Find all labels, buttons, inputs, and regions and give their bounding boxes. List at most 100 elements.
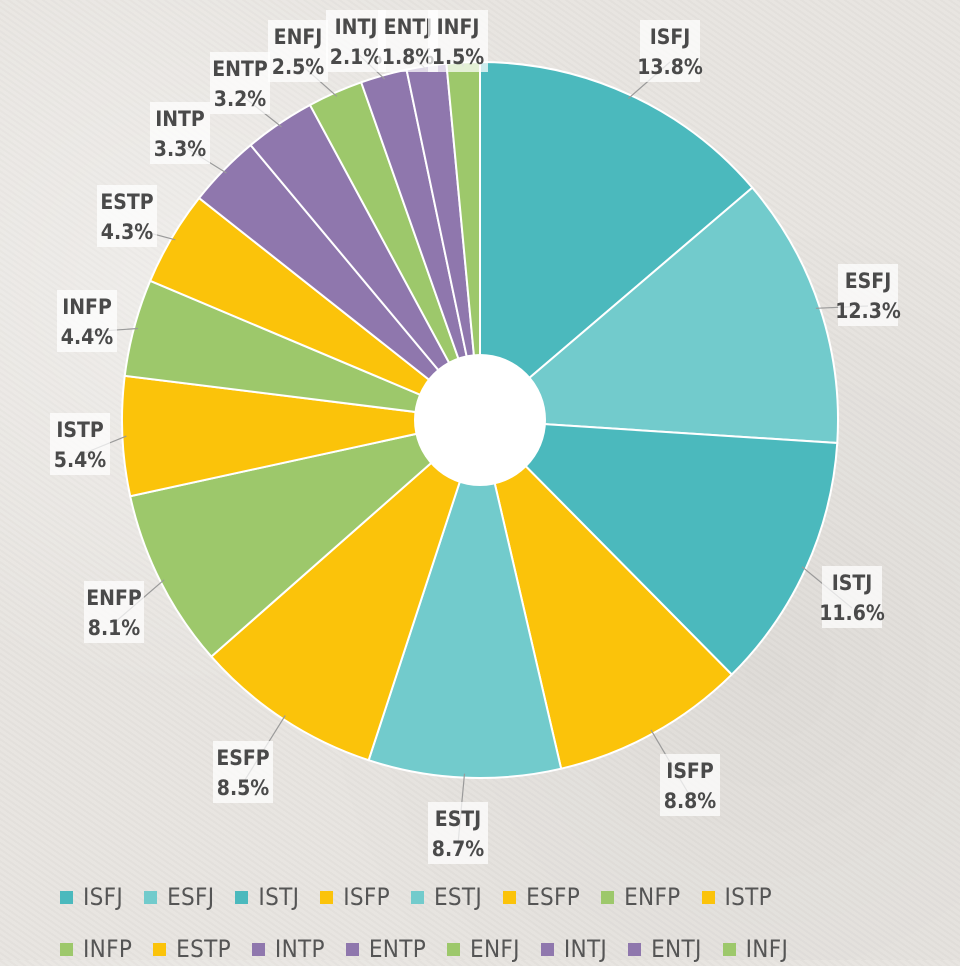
data-label-infj: INFJ 1.5% [428,10,488,72]
legend-label: ISFP [343,883,390,911]
chart-slices [121,60,839,779]
data-label-type: ISFJ [650,25,691,49]
legend-item-istp: ISTP [701,883,772,911]
data-label-type: ENFJ [274,25,323,49]
legend-item-enfp: ENFP [601,883,680,911]
legend-item-isfp: ISFP [320,883,390,911]
legend-swatch [410,890,424,904]
legend-item-infp: INFP [60,935,132,963]
data-label-esfj: ESFJ 12.3% [835,264,901,326]
data-label-type: ISTJ [832,571,873,595]
data-label-esfp: ESFP 8.5% [213,741,273,803]
data-label-type: ESFJ [845,269,891,293]
legend-label: ISFJ [83,883,124,911]
legend-swatch [60,942,73,956]
data-label-value: 12.3% [835,299,901,323]
legend-label: INTJ [563,935,608,963]
legend-swatch [628,942,642,956]
legend-item-isfj: ISFJ [60,883,123,911]
data-label-istp: ISTP 5.4% [50,413,110,475]
data-label-value: 3.2% [214,87,266,111]
data-label-value: 4.4% [61,325,113,349]
data-label-value: 13.8% [637,55,703,79]
data-label-estp: ESTP 4.3% [97,185,157,247]
legend-swatch [60,890,73,904]
data-label-istj: ISTJ 11.6% [819,566,885,628]
data-label-box [838,264,898,326]
legend-item-istj: ISTJ [235,883,299,911]
data-label-value: 3.3% [154,137,206,161]
legend-swatch [722,942,736,956]
legend-swatch [345,942,359,956]
donut-hole [414,354,546,486]
legend-label: INFJ [745,935,789,963]
legend-item-intj: INTJ [540,935,608,963]
legend-swatch [320,890,334,904]
data-label-value: 2.5% [272,55,324,79]
legend-swatch [701,890,715,904]
legend-item-entp: ENTP [345,935,426,963]
chart-labels: ISFJ 13.8% ESFJ 12.3% ISTJ 11.6% ISFP 8.8% ESTJ 8… [50,10,901,864]
data-label-enfp: ENFP 8.1% [84,581,144,643]
legend-swatch [235,890,249,904]
slice-enfp [129,418,484,659]
data-label-box [428,10,488,72]
legend-row: ISFJ ESFJ ISTJ ISFP ESTJ ESFP ENFP ISTP [60,880,793,914]
legend-label: ISTP [724,883,772,911]
data-label-box [660,754,720,816]
legend-swatch [144,890,158,904]
data-label-box [428,802,488,864]
data-label-type: ENFP [86,586,142,610]
legend-item-estp: ESTP [153,935,231,963]
slice-esfj [477,186,839,445]
legend-item-intp: INTP [251,935,325,963]
legend-label: ESFJ [167,883,215,911]
data-label-enfj: ENFJ 2.5% [268,20,328,82]
data-label-value: 1.5% [432,45,484,69]
legend-label: ESTP [176,935,231,963]
data-label-isfp: ISFP 8.8% [660,754,720,816]
data-label-box [150,102,210,164]
data-label-box [57,290,117,352]
data-label-type: ISTP [56,418,104,442]
data-label-box [50,413,110,475]
data-label-intp: INTP 3.3% [150,102,210,164]
legend-row: INFP ESTP INTP ENTP ENFJ INTJ ENTJ INFJ [60,932,809,966]
data-label-value: 11.6% [819,601,885,625]
data-label-type: INTP [155,107,205,131]
legend-label: INTP [274,935,325,963]
legend-item-infj: INFJ [722,935,789,963]
legend-swatch [153,942,167,956]
data-label-type: INFJ [437,15,480,39]
data-label-value: 4.3% [101,220,153,244]
legend-label: INFP [83,935,133,963]
data-label-value: 8.5% [217,776,269,800]
data-label-type: ESTP [100,190,153,214]
data-label-box [640,20,700,82]
data-label-value: 8.7% [432,837,484,861]
legend-item-estj: ESTJ [410,883,482,911]
data-label-box [210,52,270,114]
data-label-value: 8.8% [664,789,716,813]
legend-swatch [601,890,615,904]
data-label-type: ESFP [216,746,269,770]
data-label-value: 1.8% [382,45,434,69]
data-label-box [822,566,882,628]
legend-item-esfp: ESFP [503,883,580,911]
data-label-value: 2.1% [330,45,382,69]
legend-swatch [503,890,517,904]
legend-label: ISTJ [258,883,300,911]
data-label-box [213,741,273,803]
data-label-box [84,581,144,643]
legend-label: ENFP [624,883,681,911]
legend-item-enfj: ENFJ [447,935,520,963]
data-label-value: 8.1% [88,616,140,640]
data-label-type: INFP [62,295,112,319]
data-label-estj: ESTJ 8.7% [428,802,488,864]
legend-label: ENFJ [470,935,520,963]
data-label-type: ESTJ [435,807,481,831]
legend-label: ESFP [526,883,581,911]
legend-item-entj: ENTJ [628,935,702,963]
legend-swatch [447,942,461,956]
